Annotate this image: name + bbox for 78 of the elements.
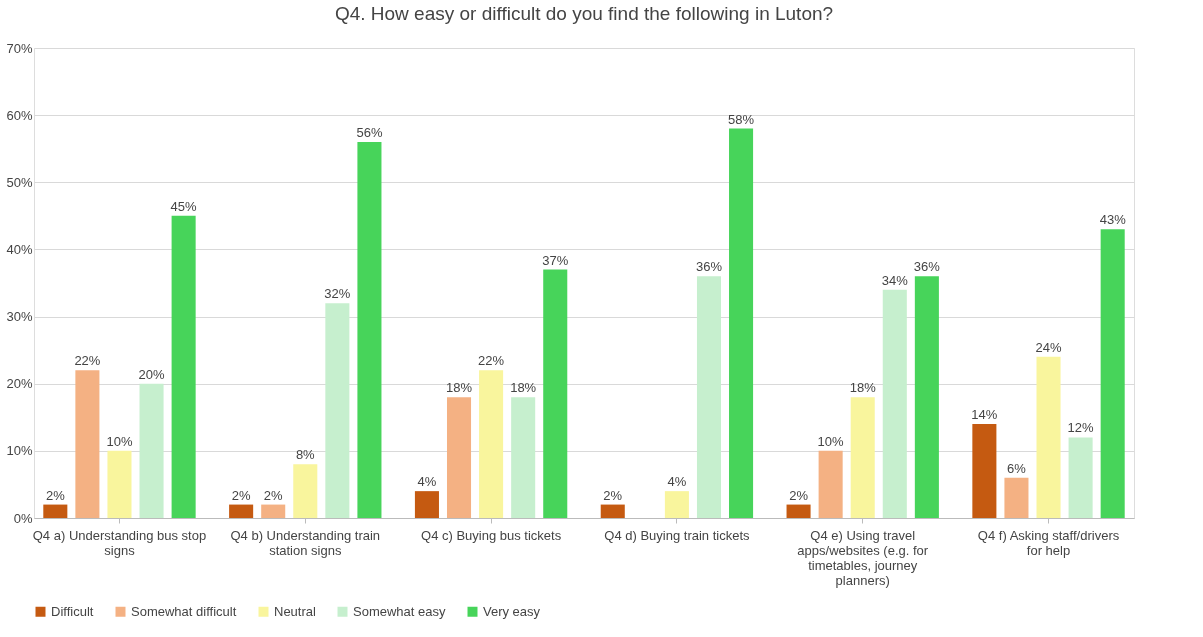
bar [818, 450, 843, 518]
y-tick-label: 40% [6, 241, 33, 257]
data-label: 24% [1035, 339, 1062, 355]
data-label: 14% [971, 407, 998, 422]
data-label: 20% [138, 366, 165, 382]
data-label: 2% [263, 487, 284, 503]
data-label: 4% [667, 474, 687, 490]
bar [414, 491, 439, 518]
bar [664, 491, 689, 518]
bar [75, 370, 100, 518]
bar [43, 504, 68, 518]
data-label: 36% [913, 259, 941, 275]
y-tick-label: 0% [13, 510, 33, 526]
bar [786, 504, 811, 518]
chart-title: Q4. How easy or difficult do you find the following in Luton? [334, 3, 834, 24]
legend-label: Very easy [483, 603, 541, 619]
data-label: 45% [170, 198, 198, 214]
data-label: 56% [356, 125, 383, 140]
bar [696, 276, 722, 518]
data-label: 18% [510, 380, 537, 396]
x-tick-label: Q4 e) Using travel apps/websites (e.g. for timetables, journey planners) [797, 527, 929, 588]
data-label: 34% [881, 272, 909, 288]
data-label: 37% [542, 252, 569, 268]
bar [1100, 229, 1125, 518]
data-label: 18% [849, 380, 877, 396]
bar [914, 276, 939, 518]
data-label: 22% [74, 353, 101, 369]
bar [229, 504, 254, 518]
data-label: 2% [789, 487, 809, 503]
data-label: 8% [295, 447, 316, 463]
data-label: 10% [817, 433, 845, 449]
data-label: 2% [231, 487, 251, 503]
legend-label: Difficult [51, 603, 94, 619]
data-label: 32% [324, 286, 351, 302]
data-label: 2% [603, 487, 623, 503]
bar [1036, 356, 1061, 518]
data-label: 22% [478, 353, 505, 369]
x-tick-label: Q4 a) Understanding bus stop signs [32, 527, 207, 558]
legend-label: Neutral [274, 603, 317, 619]
bar [972, 424, 997, 518]
data-label: 58% [728, 111, 755, 127]
y-tick-label: 60% [6, 107, 33, 123]
bar [479, 370, 504, 518]
data-label: 43% [1099, 212, 1127, 228]
data-label: 6% [1007, 460, 1027, 476]
bar [171, 215, 196, 518]
bar [293, 464, 318, 518]
data-label: 10% [106, 433, 133, 449]
data-label: 2% [45, 487, 66, 503]
bar [325, 303, 350, 518]
bar [850, 397, 875, 518]
bar [729, 128, 754, 518]
bar [1068, 437, 1093, 518]
y-tick-label: 10% [6, 443, 33, 459]
data-label: 18% [446, 380, 473, 396]
legend-label: Somewhat easy [353, 603, 446, 619]
bar [261, 504, 286, 518]
data-label: 4% [417, 474, 437, 490]
bar [1004, 477, 1029, 518]
x-tick-label: Q4 c) Buying bus tickets [421, 527, 562, 543]
y-tick-label: 30% [6, 309, 33, 325]
data-label: 12% [1067, 420, 1095, 436]
data-label: 36% [695, 259, 723, 275]
y-tick-label: 50% [6, 174, 33, 190]
bar [511, 397, 536, 518]
y-tick-label: 20% [6, 376, 33, 392]
bar [107, 450, 132, 518]
bar [543, 269, 568, 518]
bar [357, 142, 382, 518]
bar [600, 504, 625, 518]
y-tick-label: 70% [6, 40, 33, 56]
x-tick-label: Q4 b) Understanding train station signs [230, 527, 381, 558]
legend-label: Somewhat difficult [131, 603, 237, 619]
bar [446, 397, 472, 518]
bar [882, 289, 907, 518]
bar [139, 383, 164, 518]
x-tick-label: Q4 d) Buying train tickets [604, 527, 751, 543]
x-tick-label: Q4 f) Asking staff/drivers for help [977, 527, 1120, 558]
